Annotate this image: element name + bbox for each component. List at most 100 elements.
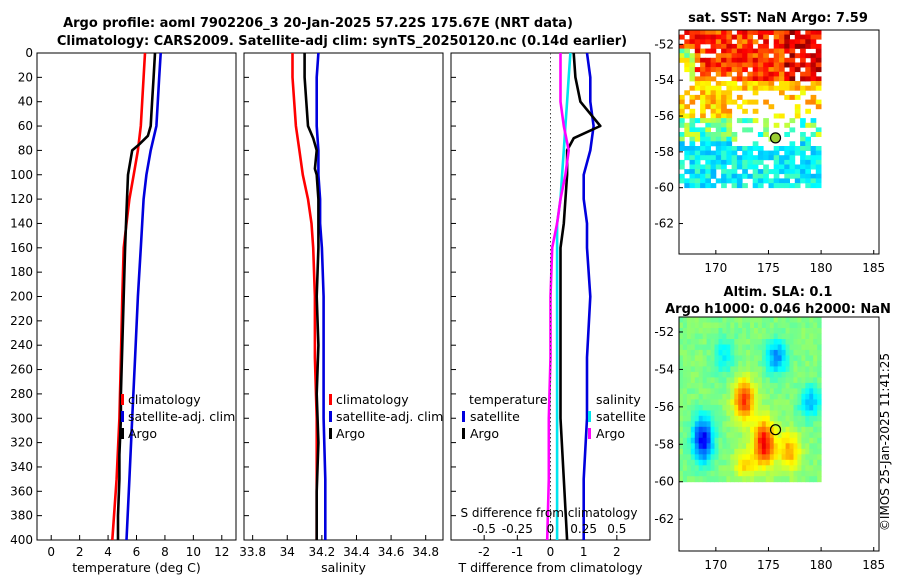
sla-map-cell — [757, 448, 763, 455]
sla-map-cell — [690, 476, 696, 483]
sla-map-cell — [813, 360, 818, 367]
sst-map-cell — [810, 173, 817, 179]
sla-map-cell — [746, 328, 751, 334]
sla-map-cell — [781, 328, 786, 334]
sst-map-cell — [710, 150, 717, 156]
sla-map-cell — [698, 448, 704, 455]
sla-map-cell — [742, 339, 747, 345]
sst-map-cell — [736, 67, 743, 73]
sla-map-cell — [750, 443, 755, 450]
sla-map-cell — [718, 355, 723, 362]
sla-map-cell — [817, 415, 822, 422]
sst-map-cell — [731, 159, 738, 165]
sla-map-cell — [746, 432, 751, 439]
sla-map-cell — [722, 360, 727, 367]
sla-map-cell — [714, 432, 719, 439]
sla-map-cell — [734, 333, 739, 340]
sla-map-cell — [702, 388, 708, 395]
sla-map-cell — [742, 410, 747, 417]
sla-map-cell — [777, 328, 783, 334]
series-line-satellite — [125, 52, 162, 541]
sla-map-cell — [714, 388, 719, 395]
sla-map-cell — [789, 454, 794, 461]
sst-map-cell — [731, 57, 738, 63]
sla-map-cell — [813, 317, 818, 323]
sst-map-cell — [705, 150, 711, 156]
sla-map-cell — [690, 448, 696, 455]
sla-map-cell — [694, 382, 700, 389]
sla-map-cell — [801, 339, 806, 345]
y-tick-label: 220 — [10, 314, 33, 328]
sla-map-cell — [686, 393, 692, 400]
sst-map-cell — [789, 48, 796, 54]
sla-map-cell — [809, 465, 814, 472]
sst-map-cell — [689, 108, 696, 114]
sst-map-cell — [694, 43, 701, 49]
sla-map-cell — [698, 366, 704, 373]
sla-map-cell — [813, 459, 818, 466]
sla-map-cell — [761, 317, 767, 323]
sst-map-cell — [763, 178, 769, 184]
sla-map-cell — [805, 399, 810, 406]
sst-map-cell — [763, 99, 769, 105]
sla-map-cell — [742, 349, 747, 356]
sst-map-cell — [747, 155, 754, 161]
sla-map-cell — [679, 388, 684, 395]
sla-map-cell — [817, 421, 822, 428]
sla-map-cell — [738, 349, 743, 356]
sla-map-cell — [734, 465, 739, 472]
sst-map-cell — [752, 48, 759, 54]
sla-map-cell — [789, 360, 794, 367]
sla-map-cell — [805, 366, 810, 373]
sla-map-cell — [746, 377, 751, 384]
sla-map-cell — [750, 377, 755, 384]
sst-map-cell — [721, 146, 727, 151]
sla-map-cell — [761, 454, 767, 461]
sla-map-cell — [761, 388, 767, 395]
sla-map-cell — [793, 410, 798, 417]
sla-map-cell — [706, 366, 711, 373]
sla-map-cell — [785, 377, 790, 384]
sst-map-cell — [726, 43, 733, 49]
sst-map-cell — [694, 169, 701, 175]
sla-map-cell — [797, 404, 802, 411]
sst-map-cell — [805, 34, 811, 40]
sst-map-cell — [757, 183, 764, 189]
sla-map-cell — [793, 459, 798, 466]
sla-map-cell — [698, 421, 704, 428]
sla-map-cell — [773, 377, 779, 384]
sla-map-cell — [781, 339, 786, 345]
sla-map-cell — [809, 360, 814, 367]
sla-map-cell — [765, 366, 771, 373]
sst-map-cell — [710, 99, 717, 105]
sla-map-cell — [679, 432, 684, 439]
sst-map-cell — [752, 71, 759, 77]
sla-map-cell — [793, 393, 798, 400]
sst-map-cell — [794, 67, 801, 73]
sla-map-cell — [718, 371, 723, 378]
sst-map-cell — [705, 155, 711, 161]
sst-map-cell — [757, 76, 764, 82]
sla-map-cell — [706, 470, 711, 477]
sst-map-cell — [694, 85, 701, 91]
sst-map-cell — [726, 178, 733, 184]
sla-map-cell — [742, 333, 747, 340]
map-x-tick-label: 175 — [757, 558, 780, 572]
sla-map-cell — [742, 415, 747, 422]
sla-map-cell — [785, 465, 790, 472]
sla-map-cell — [710, 377, 715, 384]
map-y-tick-label: -52 — [654, 37, 674, 51]
sst-map-cell — [768, 169, 775, 175]
sla-map-cell — [682, 432, 688, 439]
sst-map-cell — [815, 127, 822, 133]
sla-map-cells — [679, 317, 822, 483]
sla-map-cell — [690, 366, 696, 373]
sla-map-cell — [777, 339, 783, 345]
sla-map-cell — [722, 328, 727, 334]
sla-map-cell — [686, 470, 692, 477]
sla-map-cell — [730, 432, 735, 439]
sla-map-cell — [702, 349, 708, 356]
map-x-tick-label: 180 — [810, 558, 833, 572]
sla-map-cell — [746, 459, 751, 466]
sla-map-cell — [702, 393, 708, 400]
